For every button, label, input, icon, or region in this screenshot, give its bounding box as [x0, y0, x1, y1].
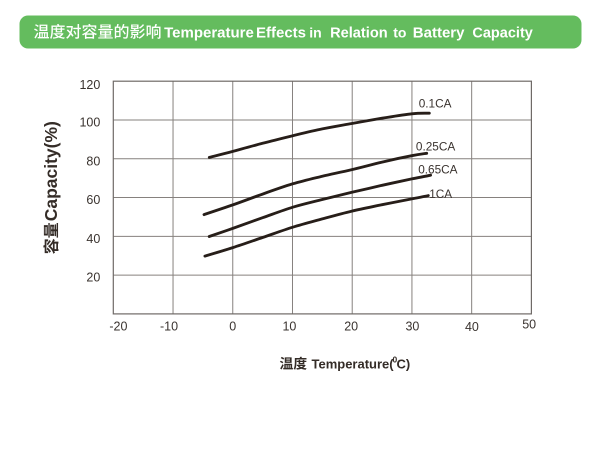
- svg-text:0: 0: [229, 319, 236, 333]
- svg-text:C): C): [397, 357, 411, 372]
- svg-text:-10: -10: [160, 320, 178, 334]
- svg-text:0.65CA: 0.65CA: [418, 163, 457, 177]
- svg-text:40: 40: [86, 232, 100, 246]
- svg-text:Effects: Effects: [256, 25, 306, 42]
- svg-text:-20: -20: [109, 319, 127, 333]
- svg-text:Battery: Battery: [413, 25, 465, 42]
- svg-text:30: 30: [405, 320, 419, 334]
- svg-text:40: 40: [465, 320, 479, 334]
- svg-text:Relation: Relation: [330, 26, 388, 42]
- svg-text:in: in: [309, 25, 321, 41]
- svg-text:0.1CA: 0.1CA: [419, 96, 452, 110]
- svg-text:20: 20: [344, 320, 358, 334]
- svg-text:Temperature: Temperature: [164, 25, 254, 42]
- svg-text:50: 50: [522, 318, 536, 332]
- svg-text:Capacity(%): Capacity(%): [41, 121, 61, 221]
- svg-text:120: 120: [79, 78, 100, 92]
- svg-text:0: 0: [393, 355, 398, 365]
- svg-text:10: 10: [282, 320, 296, 334]
- svg-text:80: 80: [86, 154, 100, 168]
- svg-text:0.25CA: 0.25CA: [416, 140, 455, 154]
- svg-text:to: to: [393, 25, 406, 41]
- svg-text:60: 60: [86, 193, 100, 207]
- svg-text:1CA: 1CA: [429, 187, 452, 201]
- svg-text:20: 20: [86, 271, 100, 285]
- svg-text:Temperature(: Temperature(: [312, 357, 395, 372]
- svg-text:Capacity: Capacity: [472, 26, 532, 42]
- svg-text:100: 100: [79, 116, 100, 130]
